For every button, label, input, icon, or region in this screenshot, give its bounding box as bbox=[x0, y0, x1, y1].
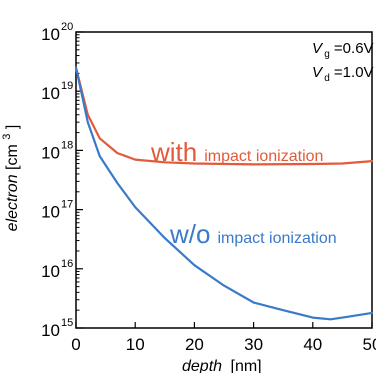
series-lines bbox=[74, 66, 374, 321]
y-axis-label: electron [cm 3 ] bbox=[0, 125, 21, 232]
series-label-wo-small: impact ionization bbox=[217, 230, 336, 247]
series-line-without-impact-ionization bbox=[74, 66, 374, 321]
x-tick-label: 40 bbox=[303, 335, 322, 354]
y-tick-exponent: 19 bbox=[61, 80, 73, 92]
y-tick-label: 10 bbox=[41, 25, 60, 44]
series-label-with-big: with bbox=[150, 137, 197, 167]
annotation-vg-value: =0.6V bbox=[334, 40, 374, 57]
y-tick-exponent: 15 bbox=[61, 317, 73, 329]
x-tick-label: 10 bbox=[126, 335, 145, 354]
series-label-wo-big: w/o bbox=[169, 219, 210, 249]
y-tick-label: 10 bbox=[41, 321, 60, 340]
annotation-vd-symbol: V bbox=[312, 64, 324, 81]
y-axis-label-unit: [cm bbox=[4, 144, 21, 170]
x-tick-label: 30 bbox=[244, 335, 263, 354]
x-axis-label-unit: [nm] bbox=[231, 358, 262, 373]
y-tick-label: 10 bbox=[41, 143, 60, 162]
y-axis-label-unit-close: ] bbox=[4, 125, 21, 129]
y-tick-exponent: 17 bbox=[61, 199, 73, 211]
y-tick-label: 10 bbox=[41, 203, 60, 222]
x-tick-label: 50 bbox=[363, 335, 376, 354]
annotation-vg-symbol: V bbox=[312, 40, 324, 57]
y-tick-label: 10 bbox=[41, 262, 60, 281]
x-tick-label: 20 bbox=[185, 335, 204, 354]
y-tick-exponent: 18 bbox=[61, 139, 73, 151]
annotation-vg-subscript: g bbox=[324, 49, 330, 60]
series-label-with-small: impact ionization bbox=[204, 148, 323, 165]
annotation-vd: V d =1.0V bbox=[312, 64, 374, 85]
y-tick-exponent: 16 bbox=[61, 258, 73, 270]
x-axis-label: depth [nm] bbox=[182, 358, 262, 373]
y-tick-exponent: 20 bbox=[61, 21, 73, 33]
y-tick-label: 10 bbox=[41, 84, 60, 103]
annotation-vg: V g =0.6V bbox=[312, 40, 374, 61]
annotation-vd-subscript: d bbox=[324, 73, 330, 84]
annotation-vd-value: =1.0V bbox=[334, 64, 374, 81]
plot-frame bbox=[75, 31, 373, 329]
y-axis-label-unit-exp: 3 bbox=[1, 134, 13, 140]
series-line-with-impact-ionization bbox=[74, 66, 374, 166]
series-label-wo: w/o impact ionization bbox=[169, 219, 337, 249]
x-tick-label: 0 bbox=[71, 335, 80, 354]
x-ticks: 0 10 20 30 40 50 bbox=[71, 322, 376, 354]
series-label-with: with impact ionization bbox=[150, 137, 323, 167]
y-axis-label-name: electron bbox=[4, 174, 21, 231]
x-axis-label-name: depth bbox=[182, 358, 222, 373]
